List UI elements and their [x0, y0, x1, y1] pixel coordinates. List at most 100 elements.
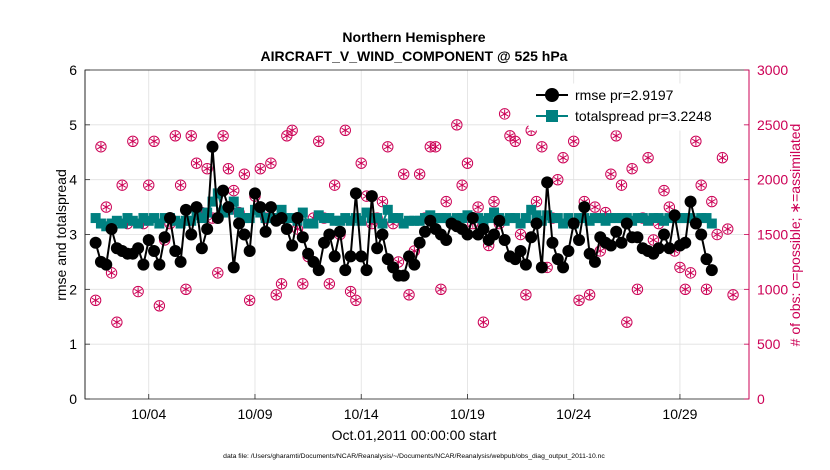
spread-marker	[111, 215, 122, 226]
spread-marker	[478, 215, 489, 226]
spread-marker	[154, 218, 165, 229]
obs-point	[557, 152, 569, 164]
spread-marker	[313, 210, 324, 221]
obs-assimilated-marker	[617, 180, 626, 190]
obs-possible-marker	[552, 173, 564, 186]
obs-assimilated-marker	[633, 285, 642, 294]
obs-possible-marker	[243, 294, 256, 306]
rmse-marker	[663, 242, 676, 255]
rmse-marker	[275, 212, 288, 225]
rmse-marker	[684, 195, 697, 208]
spread-marker	[180, 215, 191, 226]
obs-point	[100, 201, 112, 213]
spread-marker	[122, 213, 133, 224]
obs-possible-marker	[132, 285, 144, 298]
rmse-marker	[631, 231, 644, 244]
obs-possible-marker	[440, 195, 452, 208]
rmse-marker	[333, 225, 346, 238]
y-right-tick-label: 1000	[757, 281, 788, 297]
obs-point	[700, 283, 713, 296]
rmse-marker	[418, 225, 431, 238]
spread-marker	[589, 213, 600, 224]
obs-assimilated-marker	[718, 153, 727, 163]
spread-marker	[175, 218, 186, 229]
obs-possible-marker	[297, 278, 309, 290]
obs-assimilated-marker	[405, 290, 413, 300]
obs-point	[658, 184, 670, 197]
obs-assimilated-marker	[458, 180, 467, 190]
spread-marker	[441, 213, 452, 224]
obs-point	[621, 316, 633, 328]
obs-point	[472, 201, 484, 213]
spread-marker	[648, 213, 659, 224]
obs-possible-marker	[95, 141, 107, 153]
rmse-marker	[466, 212, 479, 225]
obs-point	[626, 162, 638, 175]
obs-possible-marker	[695, 179, 707, 191]
obs-assimilated-marker	[155, 301, 164, 311]
spread-marker	[133, 218, 144, 229]
obs-assimilated-marker	[665, 202, 674, 212]
spread-marker	[404, 215, 415, 226]
legend-box	[528, 83, 744, 131]
obs-assimilated-marker	[612, 131, 621, 141]
obs-assimilated-marker	[219, 131, 228, 141]
obs-possible-marker	[536, 141, 548, 153]
obs-point	[413, 168, 426, 180]
right-axis: 0 500 1000 1500 2000 2500 3000	[744, 62, 788, 407]
obs-assimilated-marker	[559, 153, 568, 163]
spread-marker	[234, 207, 245, 218]
obs-point	[376, 195, 389, 208]
obs-possible-marker	[355, 157, 367, 169]
obs-possible-marker	[509, 135, 521, 147]
obs-possible-marker	[573, 294, 585, 306]
rmse-marker	[498, 233, 511, 246]
obs-point	[679, 283, 691, 296]
obs-assimilated-marker	[729, 290, 738, 300]
rmse-marker	[254, 201, 267, 214]
obs-possible-marker	[116, 179, 128, 191]
obs-possible-marker	[472, 201, 484, 213]
x-tick-label: 10/04	[131, 406, 166, 422]
obs-possible-marker	[344, 285, 357, 298]
obs-assimilated-marker	[107, 268, 116, 278]
rmse-marker	[652, 242, 665, 255]
spread-marker	[531, 210, 542, 221]
rmse-marker	[312, 264, 325, 277]
obs-point	[684, 267, 697, 279]
obs-possible-marker	[727, 289, 739, 301]
obs-point	[344, 285, 357, 298]
obs-point	[706, 195, 718, 208]
obs-possible-marker	[626, 162, 638, 175]
rmse-marker	[588, 255, 601, 268]
rmse-marker	[158, 231, 171, 244]
rmse-marker	[169, 244, 182, 257]
obs-point	[143, 179, 155, 191]
spread-marker	[483, 213, 494, 224]
obs-possible-marker	[413, 168, 426, 180]
obs-point	[509, 135, 521, 147]
obs-possible-marker	[212, 267, 224, 279]
obs-assimilated-marker	[585, 290, 594, 300]
rmse-marker	[615, 236, 628, 249]
spread-marker	[579, 213, 590, 224]
obs-possible-marker	[254, 162, 266, 175]
spread-marker	[334, 215, 345, 226]
obs-point	[201, 162, 213, 175]
spread-marker	[196, 213, 207, 224]
obs-assimilated-marker	[213, 268, 222, 278]
obs-assimilated-marker	[660, 186, 668, 195]
rmse-marker	[535, 261, 548, 274]
rmse-marker	[578, 201, 591, 214]
obs-possible-marker	[313, 135, 325, 147]
rmse-marker	[695, 228, 708, 241]
obs-assimilated-marker	[325, 279, 334, 289]
spread-marker	[260, 213, 271, 224]
spread-marker	[552, 213, 563, 224]
spread-marker	[574, 213, 585, 224]
spread-marker	[207, 196, 218, 207]
obs-assimilated-marker	[463, 158, 472, 168]
obs-possible-marker	[690, 135, 702, 147]
rmse-series	[89, 140, 718, 282]
spread-marker	[202, 207, 213, 218]
